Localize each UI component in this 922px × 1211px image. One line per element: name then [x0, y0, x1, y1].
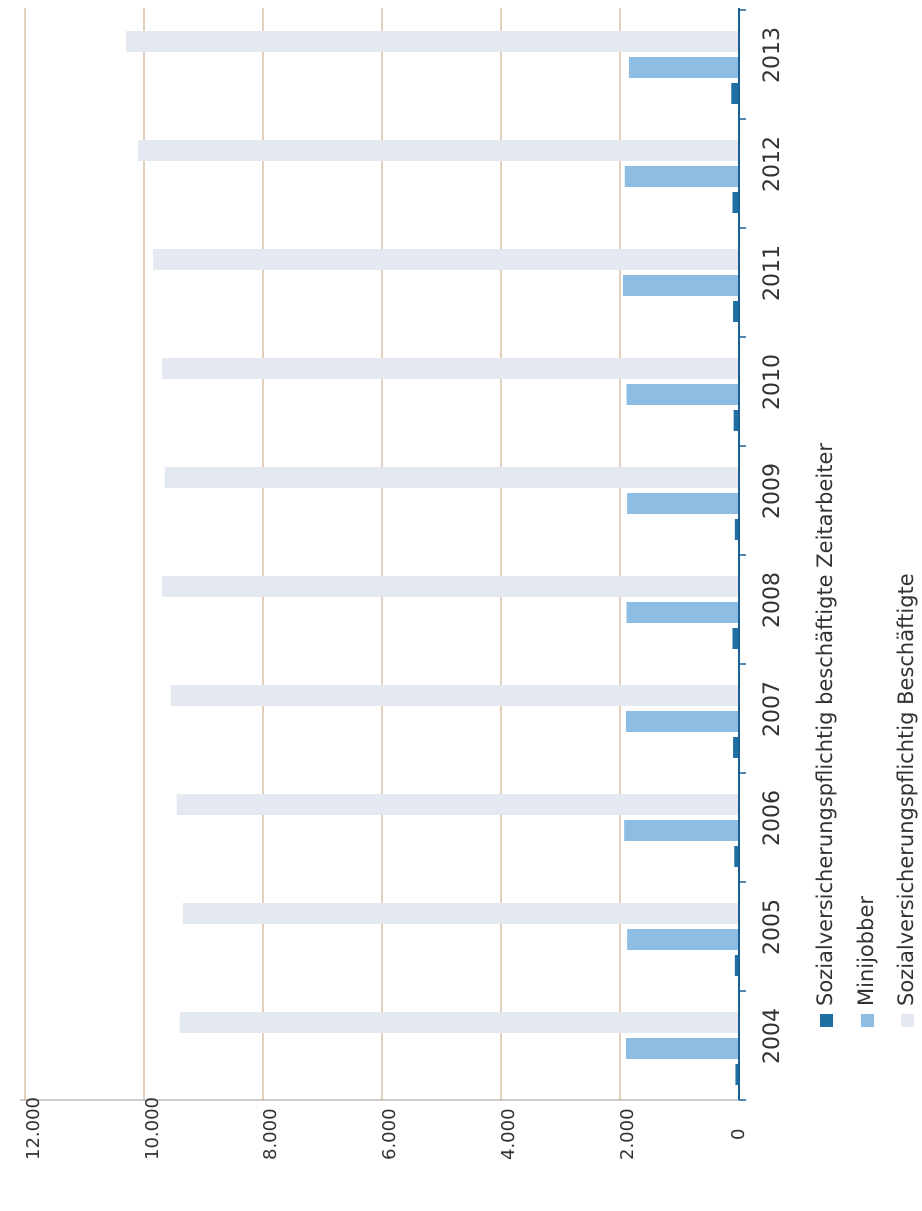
category-label-2009: 2009 — [760, 463, 785, 519]
category-label-2011: 2011 — [760, 245, 785, 301]
bar-marks — [126, 31, 740, 1085]
bar-2010-series-0 — [733, 410, 739, 431]
category-label-2005: 2005 — [760, 899, 785, 955]
bar-2009-series-0 — [734, 519, 739, 540]
bar-2007-series-0 — [733, 737, 739, 758]
legend-entry-minijobber: Minijobber — [854, 896, 878, 1027]
bar-2012-series-0 — [732, 192, 739, 213]
bar-2013-series-0 — [731, 83, 739, 104]
bar-2005-series-0 — [734, 955, 739, 976]
bar-2005-series-1 — [627, 929, 739, 950]
bar-2008-series-2 — [161, 576, 740, 597]
legend-label-beschaeftigte: Sozialversicherungspflichtig Beschäftigt… — [894, 573, 918, 1006]
legend-entry-zeitarbeiter: Sozialversicherungspflichtig beschäftigt… — [813, 443, 837, 1027]
bar-2008-series-1 — [626, 602, 739, 623]
bar-2011-series-1 — [622, 275, 739, 296]
bar-2010-series-1 — [626, 384, 739, 405]
category-label-2006: 2006 — [760, 790, 785, 846]
value-tick-label: 2.000 — [617, 1108, 638, 1160]
bar-2008-series-0 — [732, 628, 739, 649]
value-tick-label: 4.000 — [498, 1108, 519, 1160]
value-tick-label: 8.000 — [260, 1108, 281, 1160]
axes — [20, 8, 746, 1101]
bar-2010-series-2 — [161, 358, 740, 379]
bar-2006-series-0 — [734, 846, 739, 867]
category-axis-labels: 2004 2005 2006 2007 2008 2009 2010 2011 … — [760, 27, 785, 1064]
legend-swatch-beschaeftigte — [901, 1014, 914, 1027]
bar-2006-series-2 — [176, 794, 740, 815]
bar-2009-series-1 — [627, 493, 739, 514]
bar-2007-series-1 — [625, 711, 739, 732]
bar-2009-series-2 — [164, 467, 739, 488]
legend-entry-beschaeftigte: Sozialversicherungspflichtig Beschäftigt… — [894, 573, 918, 1027]
bar-2007-series-2 — [170, 685, 739, 706]
bar-2012-series-1 — [624, 166, 739, 187]
legend-swatch-zeitarbeiter — [820, 1014, 833, 1027]
category-label-2004: 2004 — [760, 1008, 785, 1064]
bar-2011-series-0 — [733, 301, 739, 322]
legend-swatch-minijobber — [861, 1014, 874, 1027]
bar-2013-series-1 — [628, 57, 739, 78]
bar-2004-series-2 — [179, 1012, 739, 1033]
bar-2005-series-2 — [182, 903, 740, 924]
legend: Sozialversicherungspflichtig beschäftigt… — [813, 443, 918, 1027]
bar-2004-series-1 — [625, 1038, 739, 1059]
value-tick-label: 0 — [728, 1129, 749, 1140]
grid-lines — [24, 8, 621, 1100]
category-label-2013: 2013 — [760, 27, 785, 83]
bar-2012-series-2 — [138, 140, 740, 161]
category-label-2010: 2010 — [760, 354, 785, 410]
value-tick-label: 6.000 — [379, 1108, 400, 1160]
legend-label-minijobber: Minijobber — [854, 896, 878, 1006]
bar-2006-series-1 — [624, 820, 739, 841]
bar-2011-series-2 — [152, 249, 740, 270]
value-tick-label: 10.000 — [142, 1097, 163, 1160]
legend-label-zeitarbeiter: Sozialversicherungspflichtig beschäftigt… — [813, 443, 837, 1006]
bar-2013-series-2 — [126, 31, 739, 52]
category-label-2008: 2008 — [760, 572, 785, 628]
bar-2004-series-0 — [735, 1064, 739, 1085]
category-label-2007: 2007 — [760, 681, 785, 737]
value-axis-tick-labels: 12.000 10.000 8.000 6.000 4.000 2.000 0 — [23, 1097, 749, 1160]
category-label-2012: 2012 — [760, 136, 785, 192]
value-tick-label: 12.000 — [23, 1097, 44, 1160]
